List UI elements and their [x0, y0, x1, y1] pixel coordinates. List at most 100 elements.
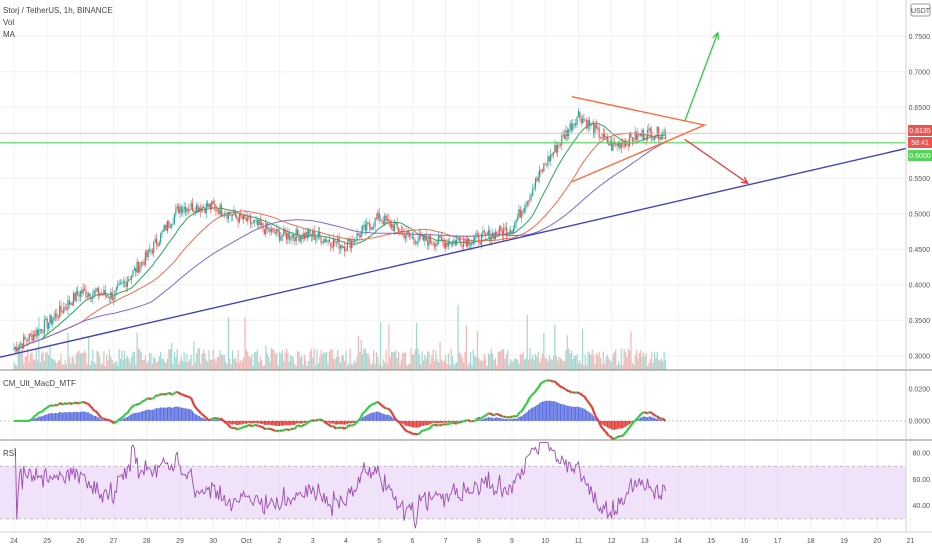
macd-histogram-bar [479, 419, 481, 421]
volume-bar [522, 351, 524, 370]
volume-bar [590, 354, 592, 370]
macd-histogram-bar [386, 414, 389, 421]
macd-histogram-bar [67, 412, 69, 421]
macd-line-segment [248, 423, 252, 427]
macd-line-segment [349, 424, 352, 427]
candle-body [447, 242, 449, 247]
volume-bar [126, 355, 129, 370]
volume-bar [515, 358, 517, 370]
macd-histogram-bar [218, 419, 220, 421]
volume-bar [485, 358, 487, 370]
volume-bar [129, 362, 131, 370]
volume-bar [433, 360, 436, 370]
volume-bars [13, 304, 667, 370]
volume-bar [474, 355, 476, 370]
macd-histogram-bar [338, 420, 340, 425]
macd-histogram-bar [284, 420, 286, 426]
macd-line-segment [201, 413, 205, 417]
macd-histogram-bar [70, 412, 72, 421]
macd-line-segment [367, 405, 371, 409]
macd-histogram-bar [360, 418, 362, 421]
macd-line-segment [306, 421, 310, 424]
macd-histogram-bar [238, 420, 241, 425]
candle-body [142, 261, 144, 263]
volume-bar [384, 362, 386, 370]
macd-line-segment [625, 428, 630, 432]
volume-bar [332, 358, 335, 370]
macd-line-segment [334, 426, 337, 430]
macd-histogram-bar [651, 417, 653, 421]
candle-body [464, 240, 466, 242]
candle-body [279, 231, 281, 241]
candle-body [200, 207, 202, 212]
macd-line-segment [247, 423, 250, 427]
macd-histogram-bar [86, 412, 88, 421]
candle-body [410, 236, 412, 238]
macd-line-segment [34, 414, 37, 417]
macd-line-segment [631, 421, 635, 425]
macd-histogram-bar [425, 420, 427, 426]
macd-histogram-bar [139, 412, 141, 421]
time-tick-label: 5 [377, 538, 381, 545]
macd-line-segment [280, 429, 284, 432]
candle-body [320, 236, 322, 244]
macd-histogram-bar [569, 406, 571, 421]
macd-line-segment [392, 414, 396, 419]
volume-bar [169, 349, 171, 370]
candle-body [378, 212, 380, 221]
candlesticks[interactable] [13, 107, 667, 355]
macd-line-segment [410, 431, 414, 435]
volume-bar [651, 351, 653, 370]
macd-line-segment [514, 414, 517, 418]
macd-line-segment [526, 399, 530, 403]
time-tick-label: Oct [241, 538, 252, 545]
time-tick-label: 20 [873, 538, 881, 545]
candle-body [213, 203, 216, 206]
candle-body [548, 156, 550, 162]
macd-histogram-bar [544, 400, 546, 421]
macd-histogram-bar [644, 416, 646, 421]
macd-histogram-bar [32, 419, 34, 421]
candle-body [186, 208, 188, 213]
macd-line-segment [52, 404, 55, 407]
volume-bar [345, 350, 347, 370]
candle-body [164, 224, 166, 230]
volume-bar [34, 360, 36, 370]
drawing-tools[interactable] [0, 31, 907, 358]
candle-body [427, 240, 429, 246]
macd-line-segment [73, 401, 76, 405]
candle-body [90, 298, 93, 299]
macd-histogram-bar [245, 420, 247, 424]
macd-tick-label: 0.0000 [909, 418, 931, 425]
volume-bar [371, 362, 373, 370]
macd-line-segment [434, 423, 437, 427]
macd-histogram-bar [81, 411, 83, 421]
time-tick-label: 25 [43, 538, 51, 545]
volume-bar [251, 354, 253, 370]
volume-bar [249, 357, 252, 370]
volume-bar [404, 351, 407, 370]
volume-bar [368, 357, 371, 370]
time-axis[interactable]: 24 25 26 27 28 29 30 Oct 2 3 4 5 6 7 8 9 10 11 12 13 14 15 16 1… [10, 538, 914, 545]
volume-bar [60, 353, 62, 370]
macd-line-segment [580, 393, 584, 397]
candle-body [497, 234, 499, 236]
macd-histogram-bar [263, 420, 265, 425]
macd-histogram-bar [381, 413, 383, 421]
macd-line-segment [126, 410, 130, 414]
candle-body [326, 240, 328, 243]
candle-body [27, 340, 29, 342]
macd-line-segment [262, 426, 266, 430]
candle-body [562, 134, 564, 136]
macd-line-segment [604, 430, 607, 433]
volume-bar [511, 361, 513, 370]
macd-histogram-bar [303, 420, 306, 424]
candle-body [534, 178, 537, 188]
macd-histogram-bar [611, 420, 613, 430]
volume-bar [518, 363, 520, 370]
candle-body [500, 226, 502, 231]
currency-badge[interactable] [910, 3, 931, 17]
volume-bar [266, 353, 268, 370]
macd-histogram-bar [586, 410, 588, 421]
